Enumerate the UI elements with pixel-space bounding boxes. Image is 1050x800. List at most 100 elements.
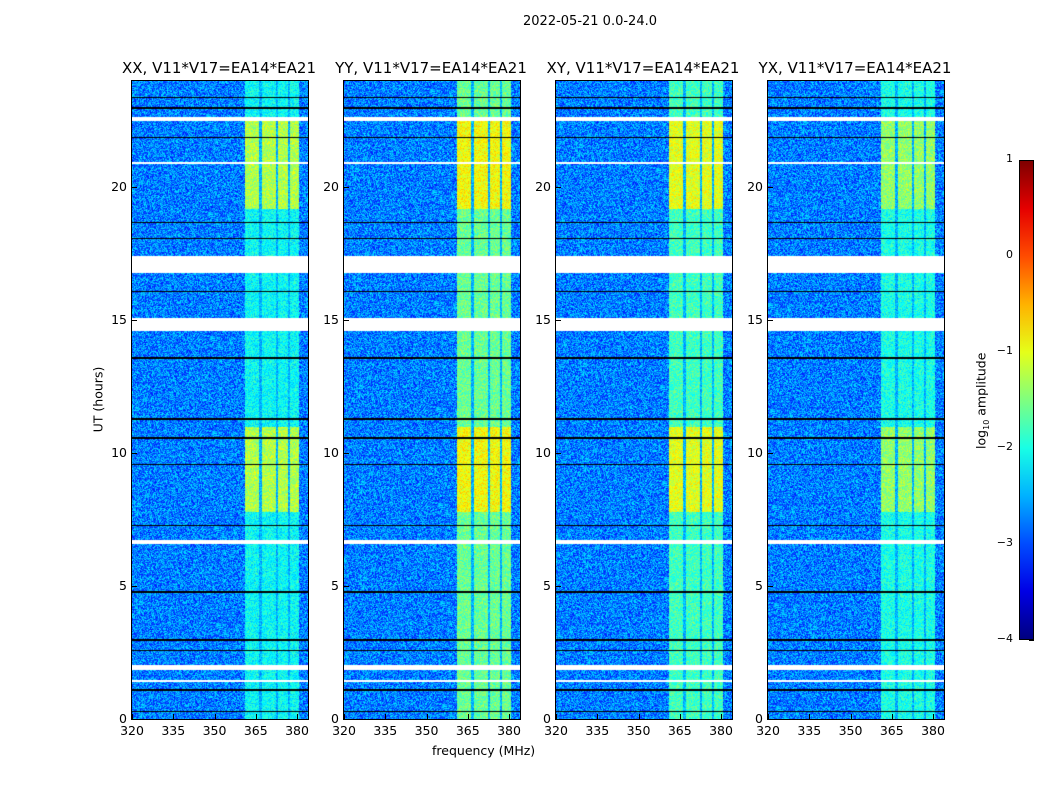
- x-tick-mark: [768, 714, 769, 719]
- x-tick-mark: [297, 714, 298, 719]
- y-tick-mark: [768, 719, 773, 720]
- colorbar-label-suffix: amplitude: [973, 352, 989, 420]
- y-tick-label: 20: [323, 179, 339, 195]
- x-tick-label: 320: [120, 723, 144, 738]
- x-tick-mark: [426, 714, 428, 719]
- x-tick-label: 335: [161, 723, 186, 738]
- panel-title: YX, V11*V17=EA14*EA21: [758, 59, 952, 77]
- y-tick-mark: [344, 719, 349, 720]
- x-tick-label: 320: [544, 723, 568, 738]
- x-tick-mark: [255, 714, 257, 719]
- y-tick-label: 15: [111, 312, 127, 328]
- y-tick-mark: [132, 586, 137, 588]
- x-tick-label: 350: [838, 723, 863, 738]
- y-tick-label: 10: [535, 445, 551, 461]
- y-tick-label: 15: [323, 312, 339, 328]
- x-tick-label: 335: [373, 723, 398, 738]
- y-tick-mark: [132, 719, 137, 720]
- y-tick-label: 15: [747, 312, 763, 328]
- y-tick-mark: [768, 453, 773, 455]
- y-tick-mark: [132, 320, 137, 322]
- y-tick-mark: [556, 187, 561, 189]
- y-tick-label: 20: [535, 179, 551, 195]
- y-tick-mark: [344, 187, 349, 189]
- x-tick-mark: [638, 714, 640, 719]
- y-tick-label: 20: [111, 179, 127, 195]
- y-tick-label: 5: [331, 578, 339, 594]
- x-tick-label: 335: [585, 723, 610, 738]
- y-tick-label: 10: [747, 445, 763, 461]
- x-tick-mark: [173, 714, 175, 719]
- heatmap-yy: [343, 80, 521, 720]
- y-tick-label: 5: [755, 578, 763, 594]
- x-tick-label: 365: [455, 723, 480, 738]
- y-tick-label: 5: [119, 578, 127, 594]
- heatmap-yx: [767, 80, 945, 720]
- y-tick-label: 5: [543, 578, 551, 594]
- x-tick-label: 380: [709, 723, 733, 738]
- x-tick-mark: [385, 714, 387, 719]
- y-tick-mark: [132, 453, 137, 455]
- colorbar-tick-label: −3: [996, 536, 1013, 549]
- colorbar-tick-label: 1: [1006, 152, 1013, 165]
- colorbar-tick-label: 0: [1006, 248, 1013, 261]
- y-tick-mark: [768, 586, 773, 588]
- x-tick-mark: [679, 714, 681, 719]
- y-axis-label: UT (hours): [90, 366, 106, 433]
- y-tick-label: 0: [331, 711, 339, 726]
- figure-title: 2022-05-21 0.0-24.0: [523, 14, 657, 29]
- y-tick-label: 0: [119, 711, 127, 726]
- y-tick-mark: [556, 719, 561, 720]
- y-tick-mark: [556, 453, 561, 455]
- x-tick-label: 365: [667, 723, 692, 738]
- x-tick-label: 380: [497, 723, 521, 738]
- y-tick-mark: [344, 586, 349, 588]
- x-tick-label: 320: [756, 723, 780, 738]
- y-tick-mark: [768, 320, 773, 322]
- x-tick-mark: [214, 714, 216, 719]
- x-tick-mark: [509, 714, 510, 719]
- x-tick-mark: [556, 714, 557, 719]
- y-tick-mark: [556, 586, 561, 588]
- y-tick-mark: [344, 320, 349, 322]
- heatmap-xy: [555, 80, 733, 720]
- colorbar: [1019, 160, 1034, 640]
- colorbar-tick-mark: [1029, 640, 1034, 641]
- colorbar-label-log: log: [973, 429, 989, 449]
- y-tick-label: 0: [543, 711, 551, 726]
- x-tick-label: 320: [332, 723, 356, 738]
- colorbar-label: log10 amplitude: [973, 351, 991, 451]
- heatmap-xx: [131, 80, 309, 720]
- x-tick-label: 335: [797, 723, 822, 738]
- x-tick-label: 380: [285, 723, 309, 738]
- x-tick-label: 350: [414, 723, 439, 738]
- x-tick-mark: [467, 714, 469, 719]
- y-tick-label: 10: [111, 445, 127, 461]
- y-tick-mark: [768, 187, 773, 189]
- y-tick-label: 10: [323, 445, 339, 461]
- panel-title: YY, V11*V17=EA14*EA21: [335, 59, 527, 77]
- colorbar-tick-label: −4: [996, 632, 1013, 645]
- x-tick-label: 365: [879, 723, 904, 738]
- y-tick-label: 15: [535, 312, 551, 328]
- x-tick-mark: [344, 714, 345, 719]
- x-tick-label: 365: [243, 723, 268, 738]
- y-tick-mark: [132, 187, 137, 189]
- x-tick-label: 350: [626, 723, 651, 738]
- y-tick-mark: [344, 453, 349, 455]
- panel-title: XX, V11*V17=EA14*EA21: [121, 59, 316, 77]
- y-tick-label: 20: [747, 179, 763, 195]
- x-axis-label: frequency (MHz): [432, 743, 536, 758]
- x-tick-mark: [597, 714, 599, 719]
- colorbar-tick-label: −1: [996, 344, 1013, 357]
- colorbar-label-sub: 10: [981, 419, 991, 430]
- x-tick-mark: [809, 714, 811, 719]
- panel-title: XY, V11*V17=EA14*EA21: [546, 59, 740, 77]
- y-tick-mark: [556, 320, 561, 322]
- x-tick-mark: [891, 714, 893, 719]
- x-tick-mark: [850, 714, 852, 719]
- x-tick-label: 380: [921, 723, 945, 738]
- x-tick-mark: [933, 714, 934, 719]
- colorbar-tick-label: −2: [996, 440, 1013, 453]
- x-tick-label: 350: [202, 723, 227, 738]
